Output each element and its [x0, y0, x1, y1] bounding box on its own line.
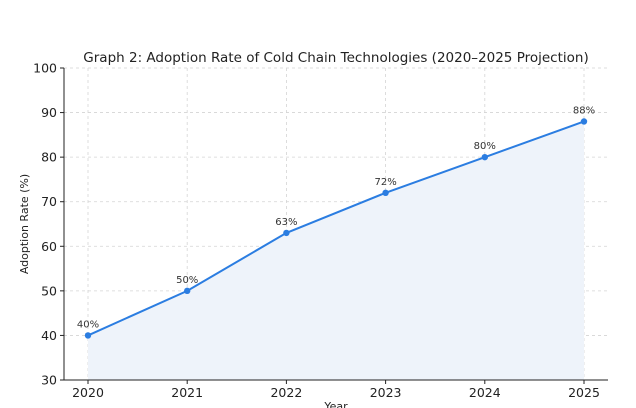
y-axis-label: Adoption Rate (%) — [18, 174, 31, 274]
data-label: 88% — [573, 105, 595, 116]
y-tick-label: 30 — [41, 373, 57, 388]
data-label: 72% — [374, 177, 396, 188]
x-tick-label: 2024 — [469, 385, 501, 400]
data-point — [283, 229, 290, 237]
x-tick-label: 2022 — [270, 385, 302, 400]
data-point — [580, 118, 588, 125]
y-tick-label: 100 — [33, 61, 57, 76]
data-label: 63% — [275, 217, 297, 228]
y-tick-label: 80 — [41, 150, 57, 165]
x-tick-label: 2025 — [568, 385, 600, 400]
data-label: 50% — [176, 275, 198, 286]
axes — [60, 67, 608, 384]
data-labels: 40% 50% 63% 72% 80% 88% — [77, 105, 595, 330]
data-label: 40% — [77, 319, 99, 330]
data-point — [481, 153, 488, 161]
data-point — [184, 287, 191, 295]
x-tick-label: 2020 — [72, 385, 104, 400]
series-line — [87, 120, 585, 337]
data-point — [84, 332, 92, 339]
y-tick-label: 90 — [41, 105, 57, 120]
chart-title: Graph 2: Adoption Rate of Cold Chain Tec… — [83, 50, 588, 66]
y-tick-label: 50 — [41, 283, 57, 298]
x-tick-label: 2023 — [370, 385, 402, 400]
series-area-fill — [88, 121, 584, 380]
data-points — [84, 118, 588, 339]
y-tick-label: 40 — [41, 328, 57, 343]
x-axis-label: Year — [323, 400, 348, 408]
data-point — [382, 189, 389, 196]
y-tick-label: 70 — [41, 194, 57, 209]
x-tick-label: 2021 — [171, 385, 203, 400]
y-tick-label: 60 — [41, 239, 57, 254]
tick-labels: 30 40 50 60 70 80 90 100 2020 2021 2022 2023 2024 202… — [33, 61, 600, 401]
data-label: 80% — [474, 141, 496, 152]
